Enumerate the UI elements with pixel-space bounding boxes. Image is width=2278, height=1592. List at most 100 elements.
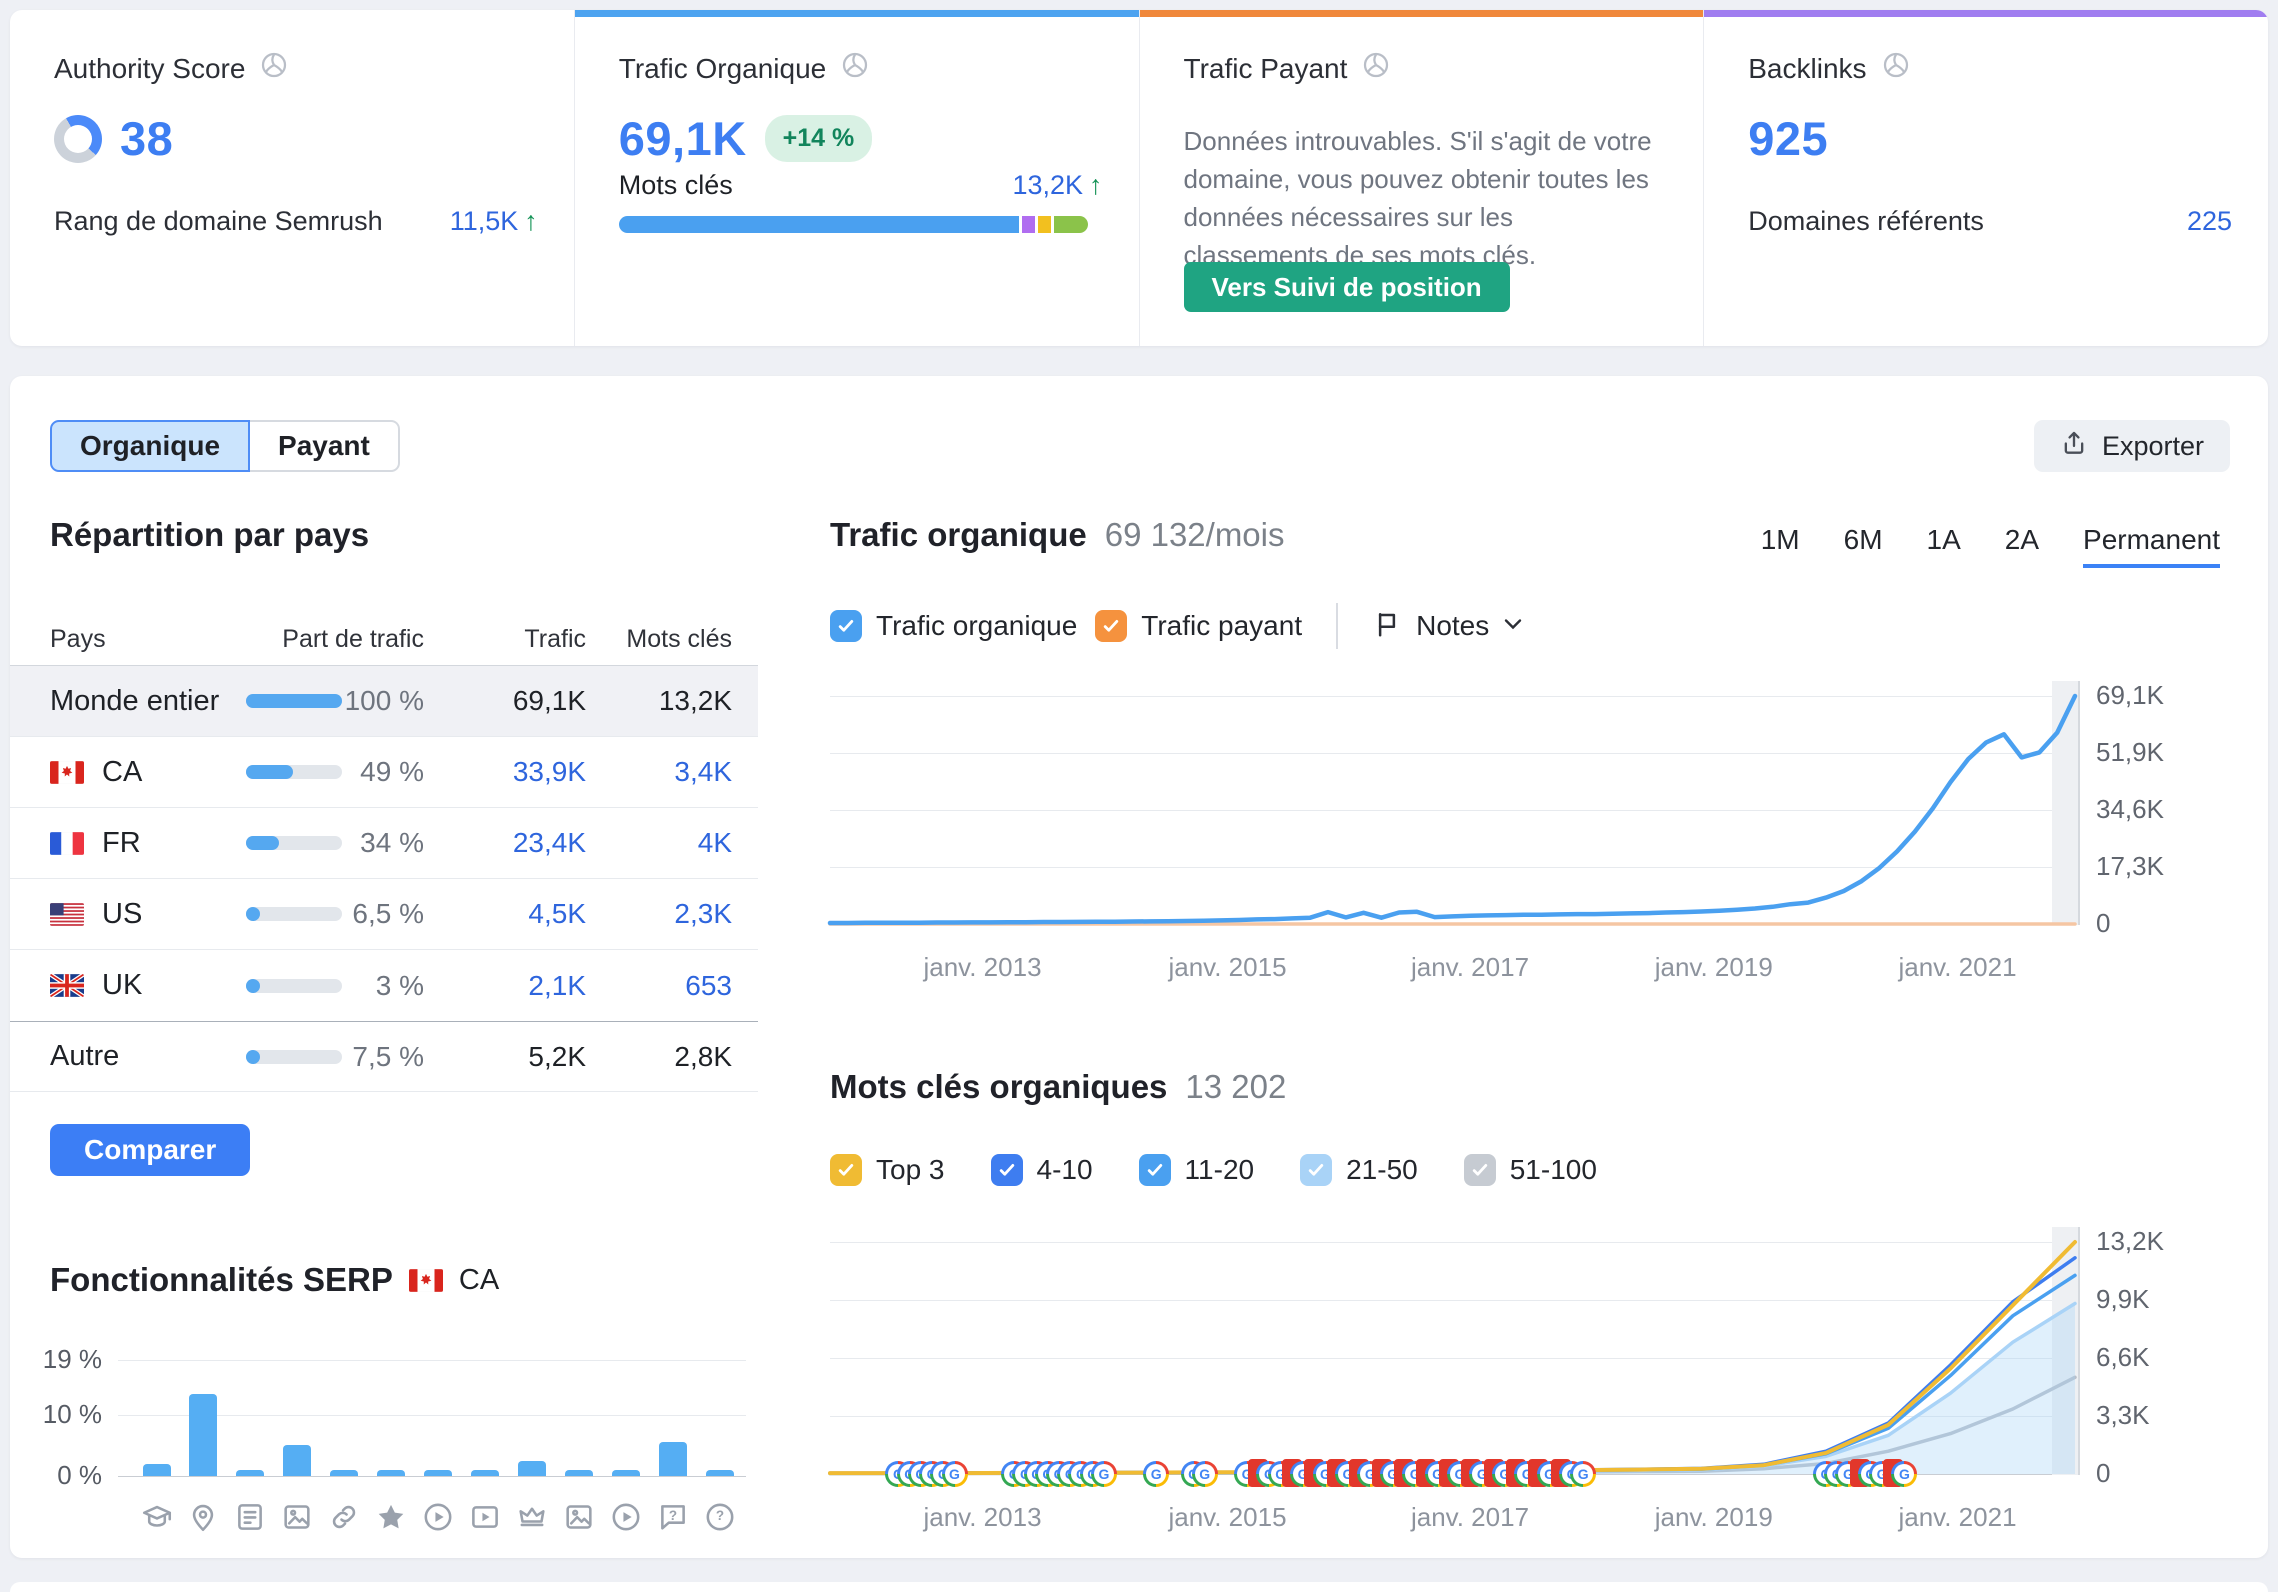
gridline [118,1360,746,1361]
traffic-share-bar [246,836,342,850]
y-axis-label: 19 % [42,1344,102,1374]
range-1a[interactable]: 1A [1926,524,1961,555]
keywords-value: 2,8K [674,1040,732,1072]
legend-organic-checkbox[interactable]: Trafic organique [830,610,1077,642]
filter-checkbox-11-20[interactable]: 11-20 [1138,1154,1255,1186]
google-update-icon[interactable]: G [1891,1461,1917,1487]
traffic-share-value: 34 % [360,827,424,858]
compare-button[interactable]: Comparer [50,1124,251,1176]
table-row[interactable]: UK 3 % 2,1K 653 [10,950,758,1021]
traffic-share-bar [246,694,342,708]
traffic-share-value: 49 % [360,756,424,787]
serp-feature-bar[interactable] [659,1442,687,1476]
serp-feature-bar[interactable] [330,1469,358,1476]
article-icon[interactable] [233,1500,267,1534]
info-icon[interactable] [259,50,289,87]
y-axis-label: 9,9K [2096,1284,2150,1314]
serp-feature-bar[interactable] [189,1393,217,1476]
link-icon[interactable] [327,1500,361,1534]
y-axis-label: 6,6K [2096,1342,2150,1372]
info-icon[interactable] [840,50,870,87]
column-header-traffic[interactable]: Trafic [524,625,586,653]
serp-feature-bar[interactable] [143,1463,171,1476]
play-circle-2-icon[interactable] [609,1500,643,1534]
serp-feature-bar[interactable] [471,1469,499,1476]
serp-feature-bar[interactable] [377,1469,405,1476]
google-update-icon[interactable]: G [942,1461,968,1487]
filter-checkbox-51-100[interactable]: 51-100 [1463,1154,1597,1186]
export-button[interactable]: Exporter [2033,420,2230,472]
organic-traffic-value[interactable]: 69,1K [618,112,747,165]
authority-score-card: Authority Score 38 Rang de domaine Semru… [10,10,574,346]
tab-payant[interactable]: Payant [250,420,400,472]
star-icon[interactable] [374,1500,408,1534]
position-tracking-button[interactable]: Vers Suivi de position [1183,262,1510,312]
video-frame-icon[interactable] [468,1500,502,1534]
organic-chart-title: Trafic organique [830,516,1087,553]
range-permanent[interactable]: Permanent [2083,524,2220,568]
metric-cards-panel: Authority Score 38 Rang de domaine Semru… [10,10,2268,346]
keywords-chart-header: Mots clés organiques 13 202 [830,1068,1286,1106]
traffic-value[interactable]: 4,5K [528,898,586,929]
column-header-keywords[interactable]: Mots clés [626,625,732,653]
table-row[interactable]: US 6,5 % 4,5K 2,3K [10,879,758,950]
serp-feature-bar[interactable] [424,1469,452,1476]
crown-icon[interactable] [515,1500,549,1534]
gridline [830,753,2080,754]
keywords-value[interactable]: 13,2K ↑ [1012,170,1103,200]
gridline [830,1358,2080,1359]
table-row[interactable]: FR 34 % 23,4K 4K [10,808,758,879]
info-icon[interactable] [1361,50,1391,87]
serp-feature-bar[interactable] [612,1469,640,1476]
traffic-value[interactable]: 23,4K [512,827,586,858]
country-name: Autre [50,1040,120,1072]
checkbox-checked-icon [1138,1154,1171,1186]
column-header-share[interactable]: Part de trafic [282,625,424,653]
serp-feature-bar[interactable] [518,1460,546,1476]
graduation-cap-icon[interactable] [140,1500,174,1534]
filter-label: 11-20 [1184,1154,1255,1185]
organic-chart-header: Trafic organique 69 132/mois [830,516,1285,554]
notes-flag-icon [1372,609,1402,644]
play-circle-icon[interactable] [421,1500,455,1534]
traffic-value[interactable]: 2,1K [528,969,586,1001]
google-update-icon[interactable]: G [1570,1461,1596,1487]
range-1m[interactable]: 1M [1760,524,1800,555]
filter-checkbox-top-3[interactable]: Top 3 [830,1154,945,1186]
image-frame-icon[interactable] [280,1500,314,1534]
semrush-rank-value[interactable]: 11,5K ↑ [449,206,538,236]
tab-organique[interactable]: Organique [50,420,251,472]
serp-feature-bar[interactable] [706,1469,734,1476]
google-update-icon[interactable]: G [1192,1461,1218,1487]
filter-checkbox-21-50[interactable]: 21-50 [1300,1154,1418,1186]
traffic-value[interactable]: 33,9K [512,756,586,787]
keywords-value[interactable]: 4K [697,827,732,858]
serp-feature-bar[interactable] [236,1469,264,1476]
table-row[interactable]: CA 49 % 33,9K 3,4K [10,737,758,808]
info-icon[interactable] [1881,50,1911,87]
help-circle-icon[interactable]: ? [703,1500,737,1534]
column-header-pays[interactable]: Pays [50,625,106,653]
google-update-icon[interactable]: G [1091,1461,1117,1487]
filter-checkbox-4-10[interactable]: 4-10 [990,1154,1093,1186]
referring-domains-value[interactable]: 225 [2186,206,2232,236]
question-bubble-icon[interactable]: ? [656,1500,690,1534]
range-2a[interactable]: 2A [2004,524,2040,555]
keywords-value[interactable]: 653 [685,969,732,1001]
backlinks-value[interactable]: 925 [1748,112,1829,165]
y-axis-label: 13,2K [2096,1226,2164,1256]
notes-dropdown[interactable]: Notes [1372,609,1523,644]
gridline [830,810,2080,811]
table-row[interactable]: Autre 7,5 % 5,2K 2,8K [10,1021,758,1092]
keywords-value[interactable]: 2,3K [674,898,732,929]
table-row[interactable]: Monde entier 100 % 69,1K 13,2K [10,666,758,737]
keywords-value[interactable]: 3,4K [674,756,732,787]
image-icon[interactable] [562,1500,596,1534]
google-update-icon[interactable]: G [1143,1461,1169,1487]
serp-feature-bar[interactable] [565,1469,593,1476]
range-6m[interactable]: 6M [1843,524,1883,555]
location-pin-icon[interactable] [186,1500,220,1534]
flag-fr-icon [50,831,84,855]
legend-paid-checkbox[interactable]: Trafic payant [1095,610,1302,642]
serp-feature-bar[interactable] [283,1445,311,1476]
